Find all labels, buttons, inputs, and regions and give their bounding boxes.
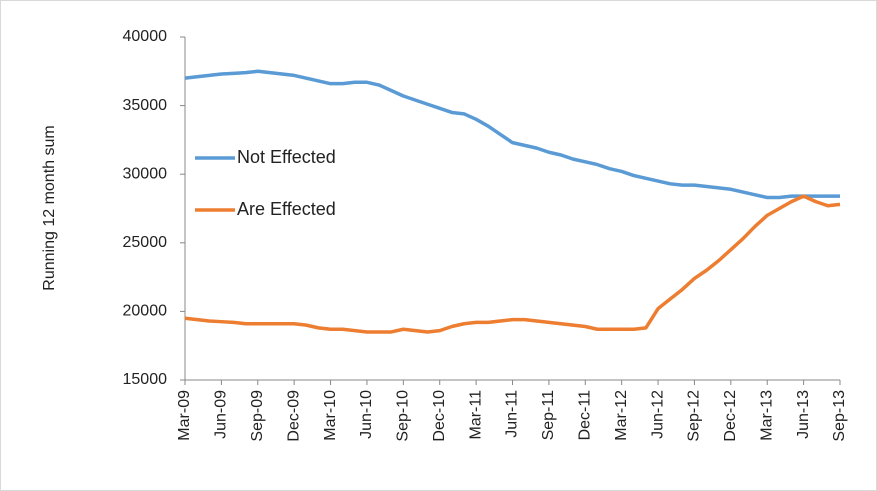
legend-label: Not Effected	[237, 147, 336, 167]
y-tick-label: 35000	[123, 97, 168, 114]
series-line	[184, 194, 841, 334]
y-tick-label: 15000	[123, 371, 168, 388]
legend-label: Are Effected	[237, 199, 336, 219]
x-tick-label: Dec-09	[285, 390, 302, 442]
x-tick-label: Sep-13	[831, 390, 848, 442]
y-tick-label: 25000	[123, 234, 168, 251]
x-tick-label: Jun-13	[795, 390, 812, 439]
x-tick-label: Mar-13	[758, 390, 775, 441]
x-tick-label: Jun-10	[358, 390, 375, 439]
y-tick-label: 40000	[123, 28, 168, 45]
x-tick-label: Sep-12	[686, 390, 703, 442]
x-tick-label: Dec-12	[722, 390, 739, 442]
y-tick-label: 20000	[123, 303, 168, 320]
x-tick-label: Sep-09	[249, 390, 266, 442]
series-line	[184, 69, 840, 200]
x-tick-label: Jun-12	[649, 390, 666, 439]
y-tick-label: 30000	[123, 165, 168, 182]
x-tick-label: Jun-11	[504, 390, 521, 438]
x-tick-label: Mar-11	[467, 390, 484, 440]
y-axis-title: Running 12 month sum	[41, 125, 58, 290]
x-tick-label: Dec-11	[576, 390, 593, 440]
x-tick-label: Dec-10	[431, 390, 448, 442]
x-tick-label: Jun-09	[213, 390, 230, 439]
x-tick-label: Mar-09	[176, 390, 193, 441]
x-tick-label: Mar-10	[322, 390, 339, 441]
x-tick-label: Mar-12	[613, 390, 630, 441]
x-tick-label: Sep-11	[540, 390, 557, 441]
x-tick-label: Sep-10	[395, 390, 412, 442]
